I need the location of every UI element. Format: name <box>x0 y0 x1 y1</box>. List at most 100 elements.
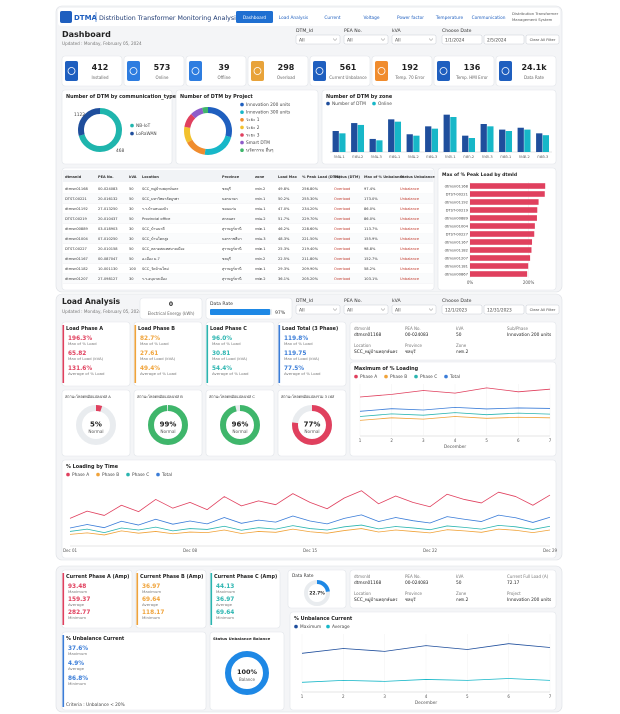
nav-tab[interactable] <box>392 11 429 23</box>
info-value: Innovation 200 units <box>507 332 552 338</box>
nav-tab[interactable] <box>314 11 351 23</box>
updated-text: Updated : Monday, February 05, 2024 <box>62 41 142 46</box>
chart-title: Number of DTM by Project <box>180 94 253 100</box>
filter-dropdown[interactable] <box>343 34 389 45</box>
filter-dropdown[interactable] <box>391 34 437 45</box>
legend-swatch <box>384 374 388 379</box>
legend-swatch <box>156 472 160 477</box>
x-tick-label: กฟก.1 <box>445 154 456 159</box>
table-cell: ชลบุรี <box>222 186 231 192</box>
table-cell: กฟต.2 <box>255 277 265 281</box>
card <box>61 321 131 387</box>
nav-tab[interactable] <box>470 11 507 23</box>
stat-value: 93.48 <box>68 584 86 590</box>
date-input[interactable] <box>483 34 525 45</box>
table-cell: 50 <box>129 247 134 251</box>
table-cell: dtmsn01192 <box>65 207 88 211</box>
updated-text: Updated : Monday, February 05, 2024 <box>62 309 142 314</box>
data-label: 468 <box>116 148 124 154</box>
legend-label: Total <box>161 472 172 478</box>
date-label: Choose Date <box>442 298 472 304</box>
table-cell: SCC_บ้านนาดี <box>142 226 165 231</box>
card <box>349 321 557 361</box>
kpi-value: 298 <box>278 63 295 72</box>
gauge-card <box>277 389 347 457</box>
table-cell: 46.2% <box>278 227 290 231</box>
x-tick-label: Dec 15 <box>303 548 318 553</box>
bar <box>369 138 376 152</box>
line-series <box>359 416 551 421</box>
table-cell: 221.50% <box>302 237 319 241</box>
table-header: PEA No. <box>98 175 114 179</box>
filter-dropdown[interactable] <box>391 304 437 315</box>
line-series <box>359 387 551 398</box>
stat-label: Maximum <box>68 651 87 656</box>
kpi-label: Temp. HMI Error <box>455 75 488 80</box>
table-cell: 27-013250 <box>98 207 118 211</box>
table-cell: 103.1% <box>364 277 378 281</box>
stat-label: Max of % Load <box>212 341 241 346</box>
card <box>349 569 557 609</box>
table-cell: กฟฉ.3 <box>255 237 266 241</box>
clear-button[interactable] <box>525 304 560 315</box>
info-label: Sub/Phase <box>507 326 528 331</box>
legend-label: นวัตกรรม อื่นๆ <box>246 147 273 154</box>
card-accent <box>62 325 65 383</box>
nav-tab[interactable] <box>236 11 273 23</box>
stat-label: Minimum <box>142 615 160 620</box>
filter-value: All <box>299 307 305 313</box>
table-cell: 113.7% <box>364 227 378 231</box>
date-input[interactable] <box>483 304 525 315</box>
table-cell: 219.40% <box>302 247 319 251</box>
stat-value: 49.4% <box>140 366 160 372</box>
info-label: Zone <box>456 591 467 596</box>
filter-dropdown[interactable] <box>343 304 389 315</box>
x-tick-label: Dec 29 <box>543 548 558 553</box>
date-input[interactable] <box>441 304 483 315</box>
table-cell: ชลบุรี <box>222 256 231 262</box>
info-label: dtmsnId <box>354 574 371 579</box>
x-tick-label: กฟฉ.2 <box>408 154 420 159</box>
info-value: dtmsn01168 <box>354 332 381 338</box>
nav-tab[interactable] <box>275 11 312 23</box>
legend-swatch <box>240 148 244 152</box>
stat-value: 65.82 <box>68 351 86 357</box>
gauge-title: สถานะโหลดหม้อแปลงรวม 3 เฟส <box>281 394 335 399</box>
x-tick-label: 7 <box>549 694 552 699</box>
dropdown-chevron <box>380 308 386 311</box>
x-tick-label: กฟก.3 <box>482 154 493 159</box>
card <box>277 321 347 387</box>
nav-tab-label: Power factor <box>397 15 424 21</box>
dropdown-chevron <box>428 308 434 311</box>
x-tick-label: 6 <box>517 438 520 443</box>
line-series <box>69 528 551 536</box>
x-tick-label: กฟก.2 <box>463 154 474 159</box>
nav-tab-label: Temperature <box>435 15 464 21</box>
legend-label: Number of DTM <box>332 101 366 107</box>
table-cell: DTST-00221 <box>65 197 87 201</box>
nav-tab[interactable] <box>353 11 390 23</box>
table-cell: กฟก.1 <box>255 197 265 201</box>
table-cell: 155.9% <box>364 237 378 241</box>
kpi-value: 192 <box>402 63 419 72</box>
table-cell: 00-024083 <box>98 187 118 191</box>
table-row-bg <box>63 193 433 204</box>
nav-tab[interactable] <box>431 11 468 23</box>
clear-button[interactable] <box>525 34 560 45</box>
filter-dropdown[interactable] <box>295 304 341 315</box>
bar <box>357 124 365 152</box>
x-tick-label: 200% <box>523 280 535 285</box>
bar <box>470 239 533 245</box>
date-value: 12/31/2023 <box>487 307 512 313</box>
y-tick-label: dtmsn01182 <box>445 248 468 252</box>
gauge-card <box>205 389 275 457</box>
table-cell: Provincial office <box>142 217 171 221</box>
table-cell: อ.เมือง ม.7 <box>142 256 160 261</box>
table-cell: 10-001130 <box>98 267 118 271</box>
table-header: Province <box>222 175 240 179</box>
filter-dropdown[interactable] <box>295 34 341 45</box>
date-input[interactable] <box>441 34 483 45</box>
stat-label: Average <box>68 602 85 607</box>
kpi-icon-glyph <box>501 67 510 75</box>
legend-swatch <box>354 374 358 379</box>
